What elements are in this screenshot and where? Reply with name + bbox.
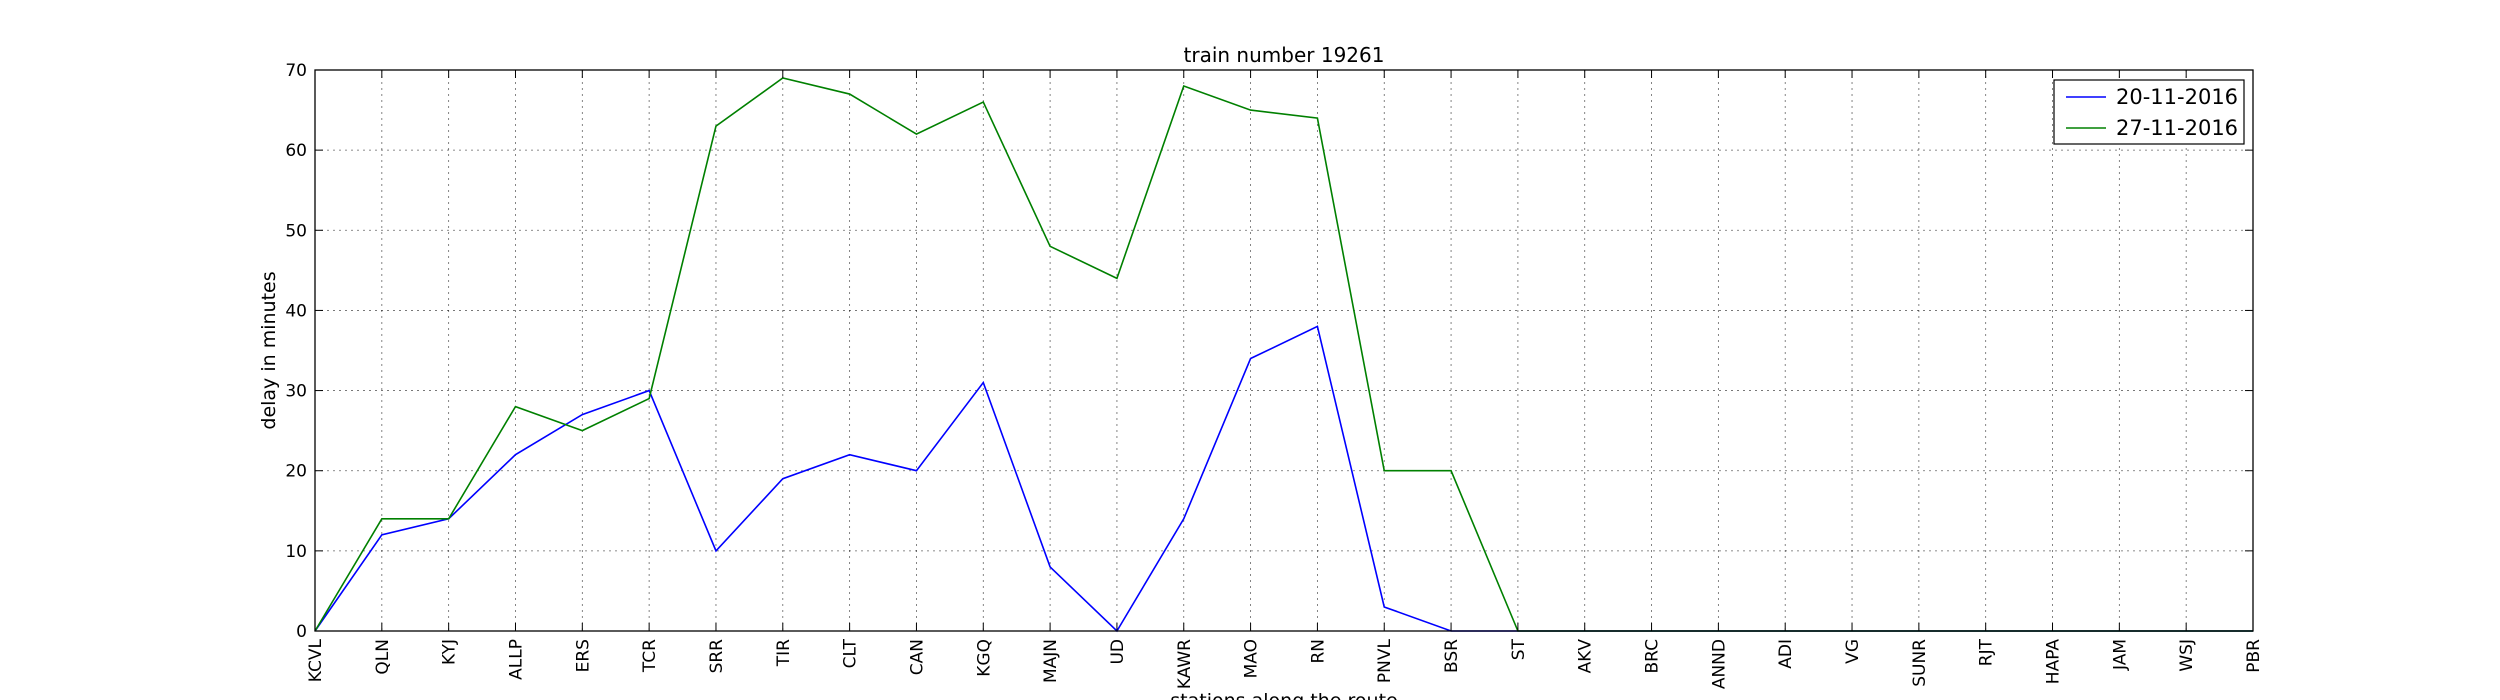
- x-tick-label: QLN: [373, 639, 393, 675]
- chart-title: train number 19261: [1184, 43, 1385, 67]
- y-tick-label: 70: [285, 61, 307, 81]
- plot-frame: [314, 69, 2254, 632]
- x-tick-label: AKV: [1576, 639, 1596, 674]
- x-tick-label: TIR: [774, 639, 794, 667]
- x-tick-label: ST: [1509, 638, 1529, 660]
- x-tick-label: CLT: [841, 638, 861, 668]
- legend-box: [2053, 79, 2245, 145]
- x-tick-label: BRC: [1643, 639, 1663, 674]
- y-tick-label: 40: [285, 301, 307, 321]
- y-axis-label: delay in minutes: [258, 271, 280, 429]
- x-tick-label: PBR: [2244, 639, 2264, 673]
- y-tick-label: 50: [285, 221, 307, 241]
- y-tick-label: 10: [285, 542, 307, 562]
- legend-label: 27-11-2016: [2116, 116, 2238, 140]
- y-tick-label: 0: [296, 622, 307, 642]
- y-tick-label: 60: [285, 141, 307, 161]
- x-tick-label: SRR: [707, 639, 727, 674]
- x-tick-label: ADI: [1776, 639, 1796, 669]
- x-tick-label: WSJ: [2177, 639, 2197, 672]
- x-tick-label: ERS: [573, 639, 593, 672]
- x-tick-label: RJT: [1977, 638, 1997, 666]
- x-tick-label: PNVL: [1375, 638, 1395, 683]
- x-tick-label: SUNR: [1910, 639, 1930, 687]
- y-tick-labels: 0 10 20 30 40 50 60 70: [285, 61, 307, 642]
- axis-ticks: [314, 69, 2254, 632]
- x-tick-label: UD: [1108, 639, 1128, 665]
- x-tick-label: VG: [1843, 639, 1863, 664]
- x-tick-label: HAPA: [2044, 639, 2064, 685]
- y-tick-label: 30: [285, 382, 307, 402]
- x-tick-label: BSR: [1442, 639, 1462, 673]
- legend: 20-11-2016 27-11-2016: [2053, 79, 2245, 145]
- x-tick-labels: KCVL QLN KYJ ALLP ERS TCR SRR TIR CLT CAN KGQ MAJN U…: [306, 638, 2264, 689]
- x-tick-label: ALLP: [506, 639, 526, 680]
- x-tick-label: KCVL: [306, 638, 326, 682]
- x-tick-label: KGQ: [974, 639, 994, 677]
- x-tick-label: KYJ: [440, 639, 460, 665]
- x-tick-label: ANND: [1709, 639, 1729, 689]
- x-tick-label: KAWR: [1175, 639, 1195, 689]
- x-tick-label: CAN: [907, 639, 927, 675]
- legend-label: 20-11-2016: [2116, 85, 2238, 109]
- x-tick-label: MAJN: [1041, 639, 1061, 683]
- x-axis-label: stations along the route: [1170, 690, 1397, 700]
- x-tick-label: TCR: [640, 639, 660, 673]
- x-tick-label: JAM: [2110, 639, 2130, 671]
- x-tick-label: RN: [1308, 639, 1328, 664]
- y-tick-label: 20: [285, 462, 307, 482]
- x-tick-label: MAO: [1242, 639, 1262, 678]
